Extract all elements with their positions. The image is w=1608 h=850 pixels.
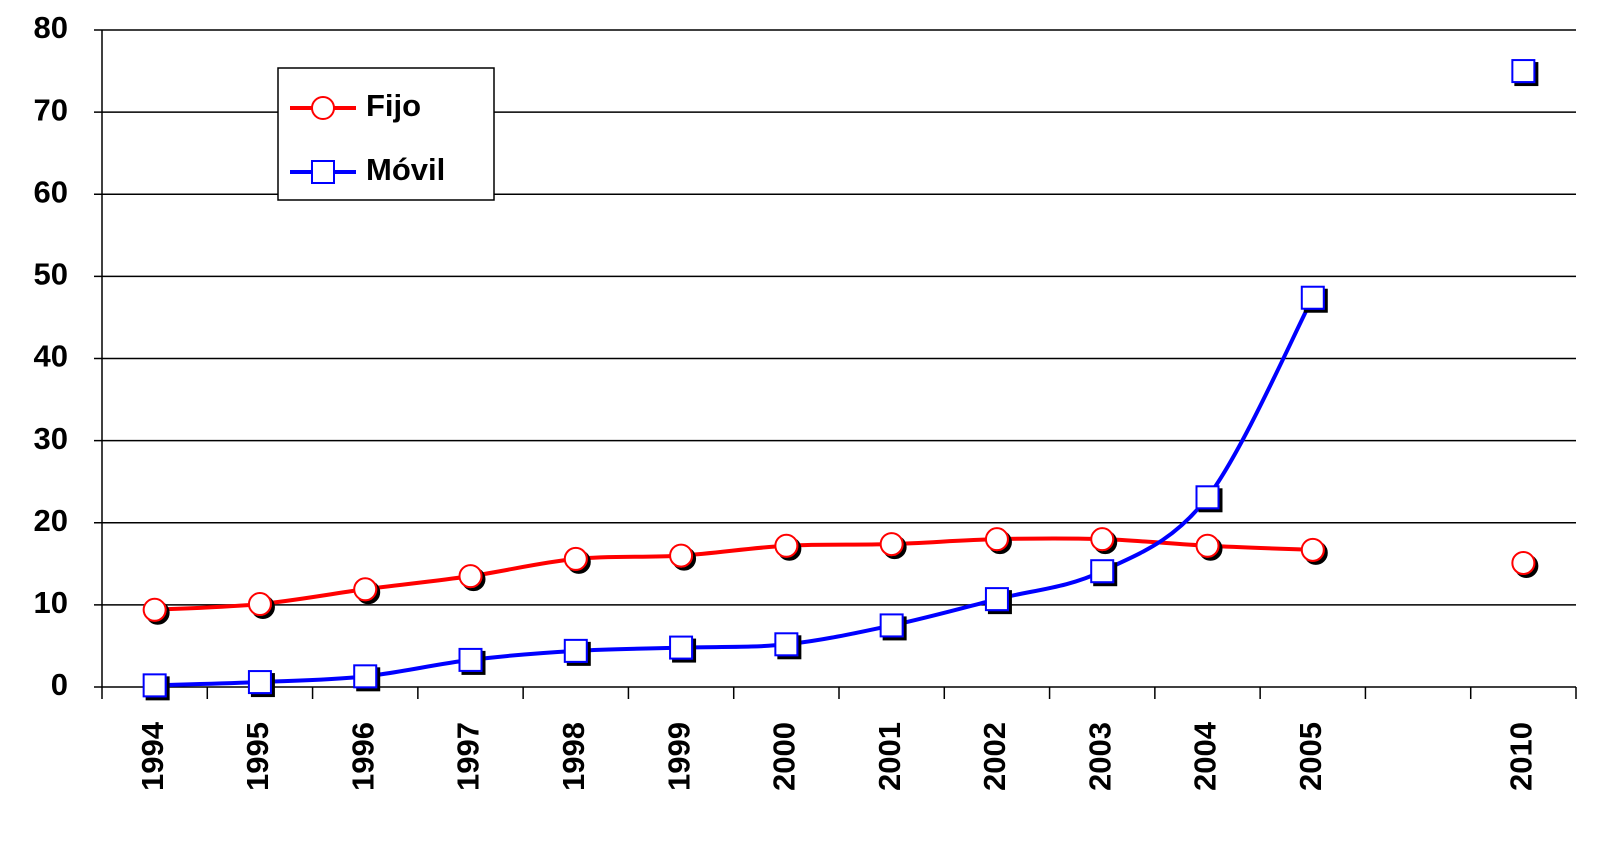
y-tick-label: 80 xyxy=(34,10,68,45)
marker xyxy=(1195,485,1220,510)
marker xyxy=(774,632,799,657)
marker xyxy=(458,564,483,589)
marker xyxy=(563,546,588,571)
x-tick-label: 2005 xyxy=(1293,722,1328,791)
marker xyxy=(1195,533,1220,558)
legend-label: Móvil xyxy=(366,152,445,187)
marker xyxy=(1300,537,1325,562)
x-tick-label: 2010 xyxy=(1504,722,1539,791)
x-tick-label: 2004 xyxy=(1188,721,1223,791)
marker xyxy=(1090,559,1115,584)
x-tick-label: 1995 xyxy=(240,722,275,791)
x-tick-label: 2002 xyxy=(977,722,1012,791)
legend-marker xyxy=(311,96,335,120)
marker xyxy=(1511,59,1536,84)
x-tick-label: 2001 xyxy=(872,722,907,791)
marker xyxy=(669,543,694,568)
y-tick-label: 60 xyxy=(34,174,68,209)
x-tick-label: 1999 xyxy=(661,722,696,791)
marker xyxy=(879,613,904,638)
marker xyxy=(984,587,1009,612)
marker xyxy=(1090,527,1115,552)
marker xyxy=(563,638,588,663)
series-line xyxy=(154,536,1313,612)
marker xyxy=(142,673,167,698)
y-tick-label: 70 xyxy=(34,92,68,127)
y-tick-label: 0 xyxy=(51,667,68,702)
y-tick-label: 30 xyxy=(34,421,68,456)
y-tick-label: 50 xyxy=(34,257,68,292)
marker xyxy=(774,533,799,558)
x-tick-label: 1998 xyxy=(556,722,591,791)
marker xyxy=(879,532,904,557)
legend-marker xyxy=(311,160,335,184)
marker xyxy=(1300,285,1325,310)
legend: Fijo Móvil xyxy=(277,67,495,201)
marker xyxy=(353,664,378,689)
x-tick-label: 1994 xyxy=(135,721,170,791)
marker xyxy=(247,670,272,695)
y-tick-label: 10 xyxy=(34,585,68,620)
marker xyxy=(142,597,167,622)
x-tick-label: 2000 xyxy=(767,722,802,791)
series-line xyxy=(154,296,1315,688)
legend-label: Fijo xyxy=(366,88,421,123)
x-tick-label: 1996 xyxy=(345,722,380,791)
x-tick-label: 1997 xyxy=(451,722,486,791)
marker xyxy=(247,592,272,617)
marker xyxy=(984,527,1009,552)
marker xyxy=(458,647,483,672)
y-tick-label: 20 xyxy=(34,503,68,538)
y-tick-label: 40 xyxy=(34,339,68,374)
marker xyxy=(669,635,694,660)
marker xyxy=(1511,550,1536,575)
marker xyxy=(353,577,378,602)
x-tick-label: 2003 xyxy=(1082,722,1117,791)
